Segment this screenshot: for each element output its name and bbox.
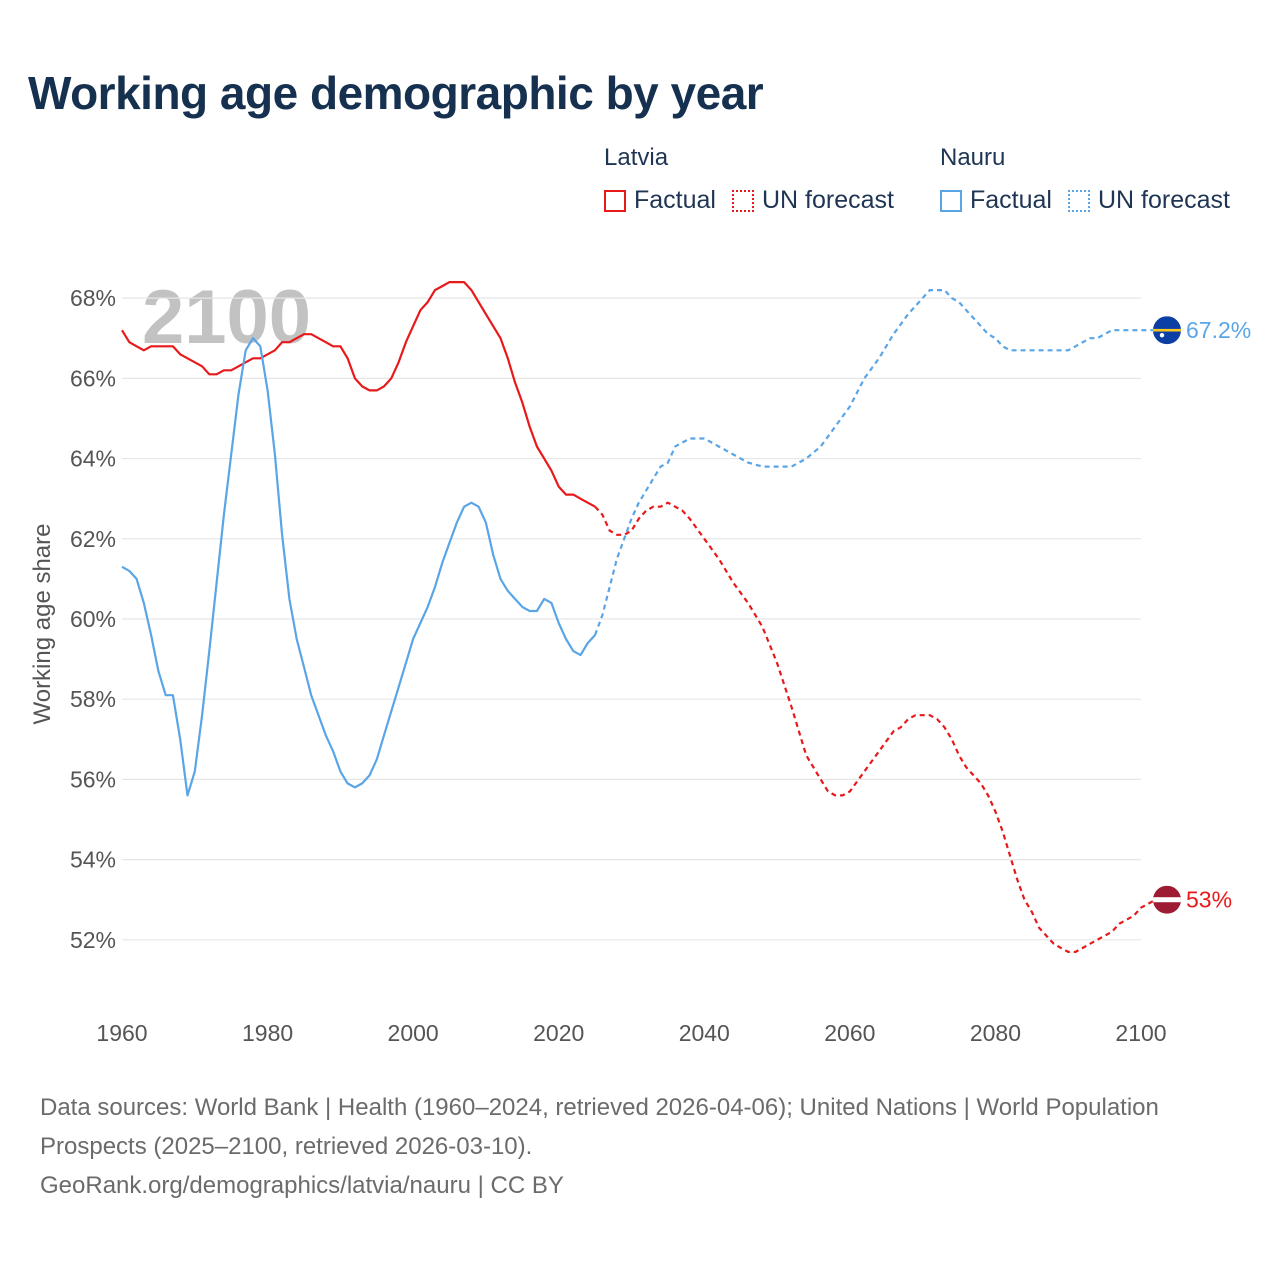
series-line-nauru-factual [121, 337, 596, 797]
y-tick-label: 56% [70, 766, 116, 792]
footer: Data sources: World Bank | Health (1960–… [40, 1088, 1240, 1205]
y-tick-label: 66% [70, 365, 116, 391]
legend-item-nauru-forecast[interactable]: UN forecast [1067, 186, 1230, 215]
x-tick-label: 1980 [242, 1020, 293, 1046]
legend-item-latvia-forecast[interactable]: UN forecast [731, 186, 894, 215]
y-tick-label: 62% [70, 526, 116, 552]
x-tick-label: 2000 [388, 1020, 439, 1046]
end-value-label-nauru: 67.2% [1186, 317, 1251, 343]
legend-label: UN forecast [761, 186, 894, 214]
y-axis-label: Working age share [29, 524, 56, 725]
legend-label: Factual [970, 186, 1052, 214]
y-tick-label: 64% [70, 446, 116, 472]
legend-label: Factual [634, 186, 716, 214]
legend-item-latvia-factual[interactable]: Factual [604, 186, 716, 215]
legend-label: UN forecast [1097, 186, 1230, 214]
series-line-nauru-forecast [594, 289, 1163, 636]
legend-item-nauru-factual[interactable]: Factual [940, 186, 1052, 215]
legend-group-nauru: Nauru Factual UN forecast [940, 144, 1246, 215]
x-tick-label: 2040 [679, 1020, 730, 1046]
series-line-latvia-factual [121, 281, 596, 508]
flag-star [1159, 333, 1165, 338]
x-tick-label: 1960 [96, 1020, 147, 1046]
y-tick-label: 52% [70, 927, 116, 953]
swatch-solid-icon [940, 189, 962, 212]
line-chart: 2100 52% 54% 56% 58% 60% 62% 64% 66% 68% 1960 198… [29, 275, 1251, 1046]
swatch-solid-icon [604, 189, 626, 212]
legend-country-nauru: Nauru [940, 144, 1006, 171]
legend-group-latvia: Latvia Factual UN forecast [604, 144, 910, 215]
y-tick-label: 58% [70, 686, 116, 712]
x-tick-label: 2080 [970, 1020, 1021, 1046]
nauru-flag [1153, 316, 1181, 345]
y-tick-label: 68% [70, 285, 116, 311]
flag-stripe [1153, 897, 1181, 903]
y-tick-label: 60% [70, 606, 116, 632]
legend-country-latvia: Latvia [604, 144, 669, 171]
chart-title: Working age demographic by year [28, 67, 764, 119]
footer-sources: Data sources: World Bank | Health (1960–… [40, 1094, 1159, 1160]
x-tick-label: 2100 [1115, 1020, 1166, 1046]
x-tick-label: 2060 [824, 1020, 875, 1046]
swatch-dotted-icon [731, 189, 754, 212]
y-tick-label: 54% [70, 847, 116, 873]
swatch-dotted-icon [1067, 189, 1090, 212]
latvia-flag [1153, 885, 1181, 914]
x-tick-label: 2020 [533, 1020, 584, 1046]
footer-credit[interactable]: GeoRank.org/demographics/latvia/nauru | … [40, 1172, 564, 1199]
flag-stripe [1153, 328, 1181, 332]
end-value-label-latvia: 53% [1186, 887, 1232, 913]
series-line-latvia-forecast [594, 501, 1163, 953]
